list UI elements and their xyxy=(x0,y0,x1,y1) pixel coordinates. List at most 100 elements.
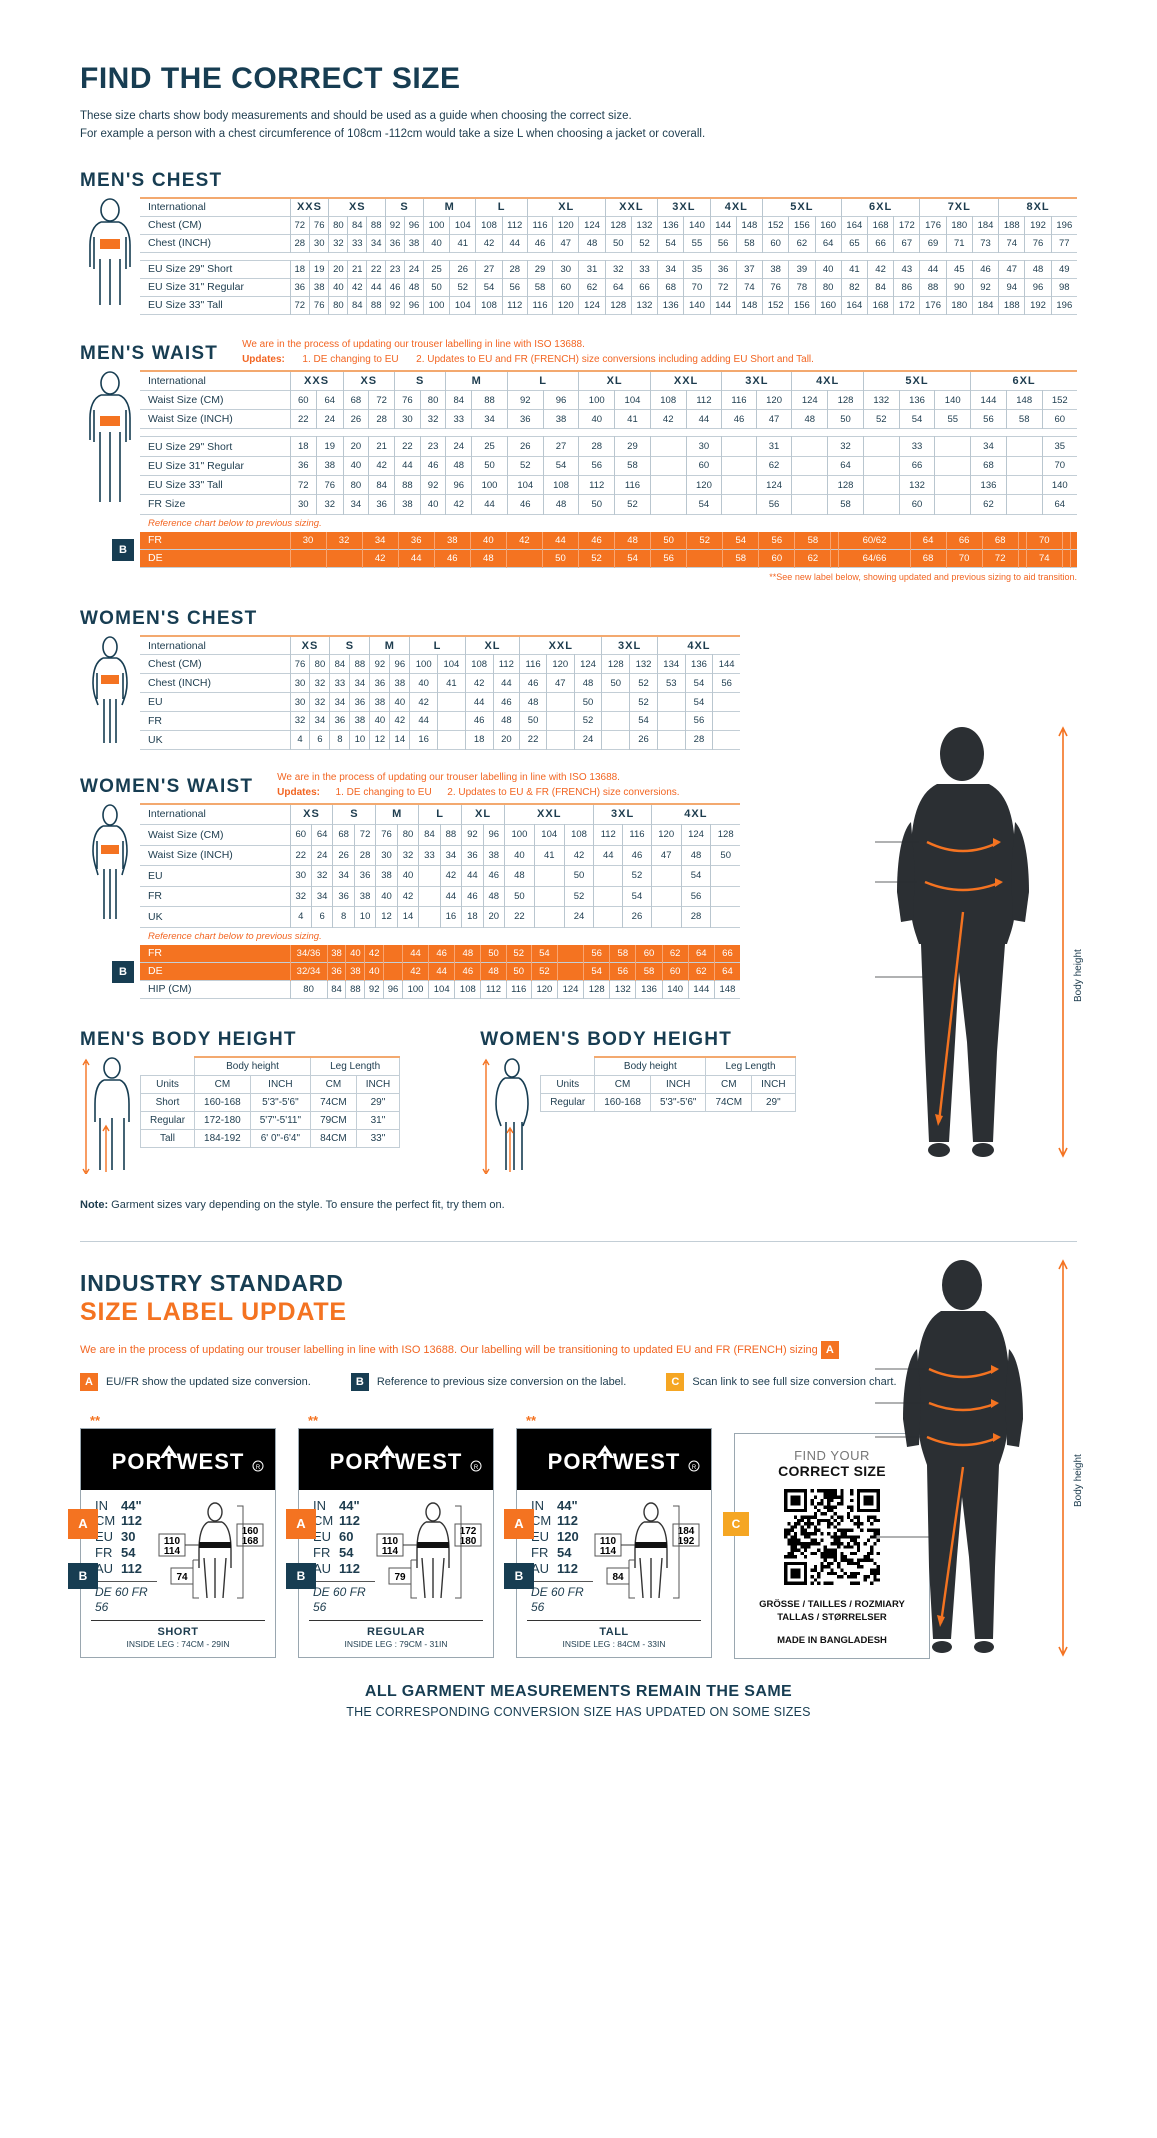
cell: 76 xyxy=(762,278,789,297)
cell: 100 xyxy=(401,980,429,999)
size-label-card-short: ** PORTWEST R IN 44" CM 112 EU 30 FR 54 AU 112 DE 60 … xyxy=(68,1413,276,1659)
male-body-figure xyxy=(80,197,140,315)
womens-chest-title: WOMEN'S CHEST xyxy=(80,607,258,629)
cell: 50 xyxy=(573,692,602,712)
bh-blank xyxy=(141,1057,195,1076)
table-row: UK 4 6 8 10 12 14 16 18 20 22 24 26 28 xyxy=(140,906,740,928)
bh-cell: 74CM xyxy=(705,1092,753,1112)
legend-item-b: B Reference to previous size conversion … xyxy=(350,1372,626,1391)
cell: 176 xyxy=(919,216,947,235)
size-header-m: M xyxy=(445,370,508,391)
label-measurement-diagram: 110 114 172 180 79 xyxy=(375,1498,483,1615)
cell: 35 xyxy=(1041,436,1077,457)
cell: 40 xyxy=(814,260,842,279)
row-label: EU Size 31" Regular xyxy=(148,459,244,472)
svg-text:PORTWEST: PORTWEST xyxy=(548,1449,681,1474)
cell: 46 xyxy=(433,549,471,568)
cell: 188 xyxy=(998,296,1025,315)
cell: 32 xyxy=(309,692,330,712)
cell: 73 xyxy=(971,234,999,253)
cell: 32 xyxy=(310,865,333,887)
cell: 160 xyxy=(814,296,842,315)
cell: 24 xyxy=(316,409,344,429)
body-height-section: MEN'S BODY HEIGHT Body height Leg Length U… xyxy=(80,1029,1077,1179)
row-label: FR xyxy=(140,531,290,550)
cell: 8 xyxy=(329,730,350,750)
cell: 69 xyxy=(919,234,947,253)
cell: 41 xyxy=(614,409,651,429)
cell: 48 xyxy=(614,531,651,550)
cell: 52 xyxy=(862,409,900,429)
cell: 48 xyxy=(519,692,547,712)
cell: 36 xyxy=(329,711,350,731)
cell: 39 xyxy=(788,260,815,279)
cell: 44 xyxy=(501,234,528,253)
cell: 52 xyxy=(629,692,658,712)
cell: 88 xyxy=(366,296,386,315)
cell: 38 xyxy=(308,278,329,297)
height-box-top: 184 xyxy=(678,1526,695,1537)
cell: 60 xyxy=(635,944,663,963)
cell: 136 xyxy=(635,980,663,999)
row-label: EU Size 29" Short xyxy=(148,263,233,276)
mens-waist-ref-table: FR 30 32 34 36 38 40 42 44 46 48 50 52 54 56 58 60/62 64 6… xyxy=(140,531,1077,568)
size-header-xxs: XXS xyxy=(289,370,344,391)
qr-image[interactable] xyxy=(745,1488,919,1590)
cell: 27 xyxy=(475,260,503,279)
cell: 62 xyxy=(687,962,715,981)
cell: 76 xyxy=(289,654,310,674)
cell xyxy=(649,436,687,457)
cell: 44 xyxy=(397,549,435,568)
cell: 26 xyxy=(342,409,369,429)
cell: 80 xyxy=(309,654,330,674)
cell xyxy=(1069,549,1077,568)
cell xyxy=(710,886,740,907)
cell: 50 xyxy=(480,944,507,963)
cell: 140 xyxy=(934,390,971,410)
cell: 60 xyxy=(552,278,579,297)
cell: 56 xyxy=(712,673,740,693)
cell: 22 xyxy=(394,436,421,457)
cell: 72 xyxy=(289,216,310,235)
cell: 52 xyxy=(629,673,658,693)
label-cards-row: ** PORTWEST R IN 44" CM 112 EU 30 FR 54 AU 112 DE 60 … xyxy=(68,1413,1077,1660)
industry-standard-section: INDUSTRY STANDARD SIZE LABEL UPDATE We a… xyxy=(80,1270,1077,1391)
industry-legend: A EU/FR show the updated size conversion… xyxy=(80,1372,1077,1391)
label-spec-au: AU 112 xyxy=(531,1561,593,1577)
cell: 36 xyxy=(709,260,737,279)
spec-key: CM xyxy=(95,1513,116,1529)
cell: 124 xyxy=(680,824,711,846)
cell: 33 xyxy=(445,409,472,429)
size-header-s: S xyxy=(385,197,424,217)
cell: 124 xyxy=(755,475,792,495)
bh-cell: 184-192 xyxy=(194,1128,251,1148)
mens-body-height-block: MEN'S BODY HEIGHT Body height Leg Length U… xyxy=(80,1029,401,1179)
cell: 28 xyxy=(578,436,615,457)
cell xyxy=(934,494,971,515)
cell: 52 xyxy=(563,886,594,907)
womens-waist-update-1: 1. DE changing to EU xyxy=(335,786,432,798)
cell: 28 xyxy=(501,260,528,279)
cell: 24 xyxy=(310,845,333,866)
cell: 45 xyxy=(945,260,973,279)
size-header-4xl: 4XL xyxy=(656,635,740,655)
cell: 44 xyxy=(461,865,484,887)
size-header-xxs: XXS xyxy=(289,197,329,217)
mens-waist-header: MEN'S WAIST We are in the process of upd… xyxy=(80,337,1077,370)
table-row: EU Size 31" Regular 36 38 40 42 44 46 48 50 52 54 5… xyxy=(140,456,1077,476)
womens-body-height-block: WOMEN'S BODY HEIGHT Body height Leg Lengt… xyxy=(480,1029,796,1179)
cell: 36 xyxy=(461,845,484,866)
label-spec-in: IN 44" xyxy=(531,1498,593,1514)
cell: 112 xyxy=(492,654,520,674)
cell: 72 xyxy=(289,475,317,495)
cell: 50 xyxy=(505,962,532,981)
table-row: FR Size 30 32 34 36 38 40 42 44 46 48 50 52 54 56 58 60 6… xyxy=(140,494,1077,515)
cell xyxy=(383,944,403,963)
cell: 92 xyxy=(369,654,390,674)
woman-body-height-label: Body height xyxy=(1073,1454,1084,1507)
womens-waist-ref-note: Reference chart below to previous sizing… xyxy=(148,930,322,942)
cell: 12 xyxy=(375,906,398,928)
cell: 52 xyxy=(686,531,723,550)
cell: 48 xyxy=(480,962,507,981)
table-row: Waist Size (INCH) 22 24 26 28 30 32 33 34 36 38 40 4… xyxy=(140,845,740,866)
